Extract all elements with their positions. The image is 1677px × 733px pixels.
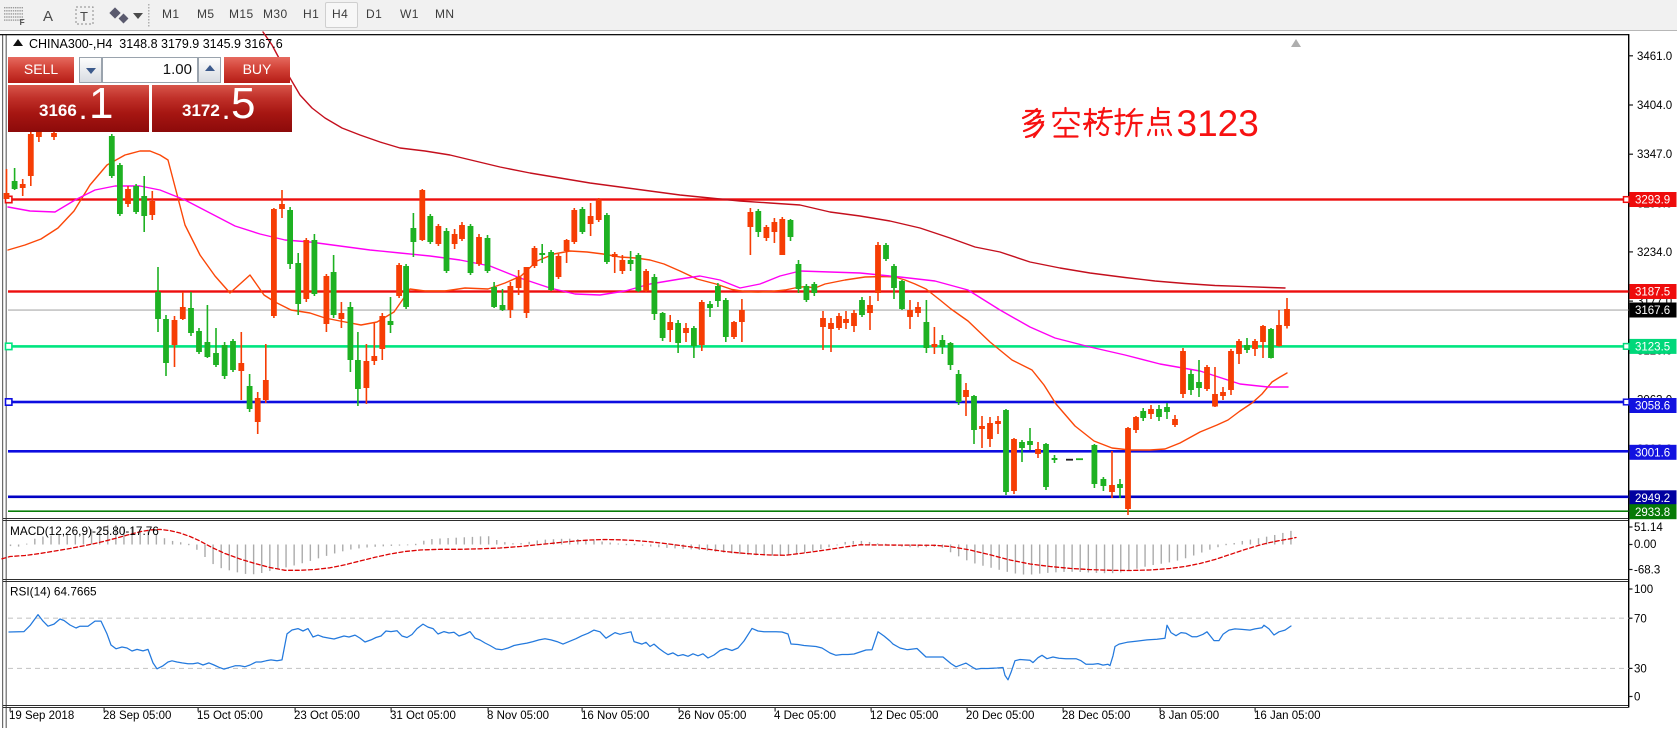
svg-text:-68.3: -68.3	[1634, 565, 1660, 577]
svg-text:26 Nov 05:00: 26 Nov 05:00	[678, 710, 746, 722]
svg-text:F: F	[20, 17, 25, 27]
svg-text:A: A	[43, 8, 53, 25]
svg-text:3234.0: 3234.0	[1637, 247, 1672, 259]
svg-text:3058.6: 3058.6	[1635, 401, 1670, 413]
svg-text:4 Dec 05:00: 4 Dec 05:00	[774, 710, 836, 722]
svg-text:3293.9: 3293.9	[1635, 195, 1670, 207]
svg-text:3461.0: 3461.0	[1637, 51, 1672, 63]
svg-text:31 Oct 05:00: 31 Oct 05:00	[390, 710, 456, 722]
svg-text:16 Jan 05:00: 16 Jan 05:00	[1254, 710, 1321, 722]
svg-text:100: 100	[1634, 584, 1653, 596]
svg-text:3404.0: 3404.0	[1637, 100, 1672, 112]
svg-text:3123: 3123	[1177, 103, 1259, 144]
svg-text:28 Sep 05:00: 28 Sep 05:00	[103, 710, 171, 722]
svg-text:2949.2: 2949.2	[1635, 493, 1670, 505]
svg-text:20 Dec 05:00: 20 Dec 05:00	[966, 710, 1034, 722]
svg-text:3001.6: 3001.6	[1635, 448, 1670, 460]
svg-text:51.14: 51.14	[1634, 522, 1663, 534]
svg-text:16 Nov 05:00: 16 Nov 05:00	[581, 710, 649, 722]
svg-text:T: T	[80, 9, 88, 24]
svg-text:70: 70	[1634, 614, 1647, 626]
svg-text:8 Nov 05:00: 8 Nov 05:00	[487, 710, 549, 722]
svg-text:CHINA300-,H4 3148.8 3179.9 31: CHINA300-,H4 3148.8 3179.9 3145.9 3167.6	[29, 37, 283, 51]
svg-text:3347.0: 3347.0	[1637, 149, 1672, 161]
svg-text:8 Jan 05:00: 8 Jan 05:00	[1159, 710, 1219, 722]
svg-text:3187.5: 3187.5	[1635, 287, 1670, 299]
svg-text:RSI(14) 64.7665: RSI(14) 64.7665	[10, 585, 97, 599]
svg-text:15 Oct 05:00: 15 Oct 05:00	[197, 710, 263, 722]
svg-text:MACD(12,26,9)-25.80-17.76: MACD(12,26,9)-25.80-17.76	[10, 524, 159, 538]
svg-text:12 Dec 05:00: 12 Dec 05:00	[870, 710, 938, 722]
svg-text:0: 0	[1634, 692, 1640, 704]
svg-text:2933.8: 2933.8	[1635, 507, 1670, 519]
svg-text:28 Dec 05:00: 28 Dec 05:00	[1062, 710, 1130, 722]
svg-text:23 Oct 05:00: 23 Oct 05:00	[294, 710, 360, 722]
svg-text:3167.6: 3167.6	[1635, 305, 1670, 317]
svg-text:30: 30	[1634, 664, 1647, 676]
svg-text:19 Sep 2018: 19 Sep 2018	[9, 710, 74, 722]
svg-text:0.00: 0.00	[1634, 539, 1656, 551]
svg-text:3123.5: 3123.5	[1635, 342, 1670, 354]
